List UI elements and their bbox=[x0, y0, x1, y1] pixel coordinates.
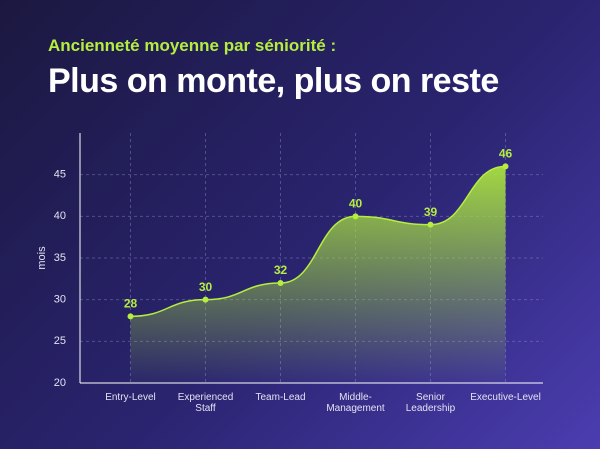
area bbox=[130, 166, 506, 383]
point bbox=[427, 221, 434, 228]
x-tick-label: Executive-Level bbox=[470, 392, 541, 403]
x-tick-label: Entry-Level bbox=[105, 392, 156, 403]
data-label: 32 bbox=[274, 263, 288, 277]
point bbox=[277, 280, 284, 286]
chart-subtitle: Ancienneté moyenne par séniorité : bbox=[48, 36, 337, 55]
x-tick-label: Experienced Staff bbox=[177, 392, 234, 414]
data-label: 40 bbox=[349, 197, 363, 211]
y-tick-label: 40 bbox=[54, 210, 66, 222]
data-label: 30 bbox=[199, 280, 213, 294]
x-tick-label: Middle-Management bbox=[326, 392, 385, 414]
y-tick-label: 20 bbox=[54, 377, 66, 389]
x-tick-label: Team-Lead bbox=[255, 392, 306, 403]
x-tick-label: Senior Leadership bbox=[405, 392, 456, 414]
y-tick-label: 35 bbox=[54, 252, 66, 264]
y-tick-label: 30 bbox=[54, 294, 66, 306]
y-tick-label: 25 bbox=[54, 335, 66, 347]
point bbox=[502, 163, 509, 170]
line bbox=[130, 165, 506, 318]
data-label: 46 bbox=[499, 147, 513, 161]
point bbox=[352, 213, 359, 220]
point bbox=[202, 296, 209, 303]
y-axis-label: mois bbox=[36, 246, 48, 270]
data-label: 28 bbox=[124, 297, 138, 311]
point bbox=[127, 313, 134, 320]
data-label: 39 bbox=[424, 205, 438, 219]
chart-title: Plus on monte, plus on reste bbox=[48, 62, 499, 100]
y-tick-label: 45 bbox=[54, 169, 66, 181]
